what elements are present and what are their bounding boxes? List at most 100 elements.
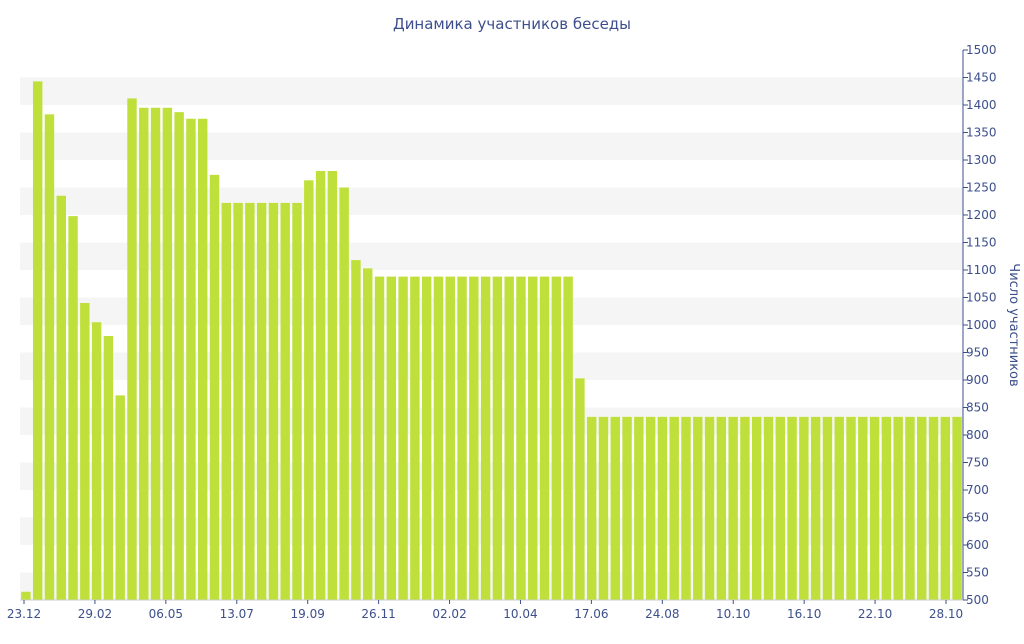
y-tick-label: 1050 — [966, 291, 997, 305]
bar[interactable] — [32, 81, 43, 601]
bar[interactable] — [586, 416, 597, 600]
bar[interactable] — [44, 114, 55, 600]
bar[interactable] — [433, 276, 444, 600]
bar[interactable] — [869, 416, 880, 600]
bar[interactable] — [410, 276, 420, 600]
bar[interactable] — [91, 322, 102, 600]
bar[interactable] — [881, 416, 892, 600]
bar[interactable] — [822, 416, 833, 600]
x-tick-label: 17.06 — [574, 607, 608, 621]
bar[interactable] — [681, 416, 691, 600]
bar[interactable] — [504, 276, 514, 600]
bar[interactable] — [351, 260, 361, 600]
x-tick-label: 22.10 — [858, 607, 892, 621]
bar[interactable] — [704, 416, 715, 600]
bar[interactable] — [209, 174, 220, 600]
bar[interactable] — [893, 416, 903, 600]
bar[interactable] — [480, 276, 491, 600]
bar[interactable] — [421, 276, 432, 600]
bar[interactable] — [457, 276, 467, 600]
bar[interactable] — [763, 416, 774, 600]
bar[interactable] — [174, 112, 184, 601]
y-axis: 500 550 600 650 700 750 800 850 900 950 1000 1050 11… — [962, 43, 997, 607]
bar[interactable] — [598, 416, 609, 600]
bar[interactable] — [846, 416, 856, 600]
bar[interactable] — [445, 276, 455, 600]
bar[interactable] — [528, 276, 538, 600]
bar[interactable] — [516, 276, 526, 600]
bar[interactable] — [221, 202, 231, 600]
bar[interactable] — [634, 416, 644, 600]
bar[interactable] — [386, 276, 397, 600]
bar[interactable] — [905, 416, 915, 600]
bar[interactable] — [197, 118, 208, 600]
bar[interactable] — [21, 591, 31, 600]
bar[interactable] — [268, 202, 279, 600]
y-tick-label: 1400 — [966, 98, 997, 112]
bar[interactable] — [775, 416, 786, 600]
y-tick-label: 700 — [966, 483, 989, 497]
bar[interactable] — [810, 416, 821, 600]
bar[interactable] — [398, 276, 408, 600]
bar[interactable] — [103, 336, 114, 600]
bar[interactable] — [233, 202, 243, 600]
bar[interactable] — [787, 416, 797, 600]
bar[interactable] — [728, 416, 738, 600]
bar[interactable] — [858, 416, 868, 600]
bar-series — [21, 81, 962, 601]
bar[interactable] — [716, 416, 727, 600]
bar[interactable] — [740, 416, 750, 600]
bar[interactable] — [304, 180, 314, 600]
bar[interactable] — [539, 276, 550, 600]
bar[interactable] — [256, 202, 267, 600]
bar[interactable] — [492, 276, 503, 600]
bar[interactable] — [657, 416, 668, 600]
bar[interactable] — [563, 276, 573, 600]
bar[interactable] — [928, 416, 939, 600]
bar[interactable] — [80, 303, 90, 600]
bar[interactable] — [139, 107, 149, 600]
bar[interactable] — [127, 98, 137, 601]
y-tick-label: 1100 — [966, 263, 997, 277]
bar[interactable] — [940, 416, 951, 600]
bar[interactable] — [374, 276, 385, 600]
bar[interactable] — [799, 416, 809, 600]
bar[interactable] — [327, 171, 338, 600]
bar[interactable] — [834, 416, 844, 600]
bar[interactable] — [610, 416, 620, 600]
bar[interactable] — [469, 276, 479, 600]
bar[interactable] — [280, 202, 290, 600]
bar[interactable] — [363, 268, 373, 600]
y-tick-label: 600 — [966, 538, 989, 552]
bar[interactable] — [693, 416, 703, 600]
bar[interactable] — [162, 107, 173, 600]
bar[interactable] — [186, 118, 196, 600]
y-tick-label: 1500 — [966, 43, 997, 57]
bar[interactable] — [952, 416, 962, 600]
bar[interactable] — [68, 216, 78, 600]
bar[interactable] — [917, 416, 927, 600]
grid-band — [20, 242, 963, 270]
bar[interactable] — [150, 107, 161, 600]
bar[interactable] — [551, 276, 562, 600]
x-tick-label: 24.08 — [645, 607, 679, 621]
bar[interactable] — [669, 416, 679, 600]
x-tick-label: 10.10 — [716, 607, 750, 621]
bar[interactable] — [575, 378, 585, 600]
bar[interactable] — [56, 195, 66, 600]
bar[interactable] — [645, 416, 656, 600]
bar[interactable] — [292, 202, 302, 600]
y-tick-label: 1200 — [966, 208, 997, 222]
grid-band — [20, 132, 963, 160]
bar[interactable] — [622, 416, 632, 600]
y-tick-label: 950 — [966, 346, 989, 360]
x-tick-label: 13.07 — [220, 607, 254, 621]
bar[interactable] — [315, 171, 326, 600]
bar[interactable] — [752, 416, 762, 600]
grid-bands — [20, 77, 963, 600]
bar[interactable] — [115, 395, 125, 600]
bar[interactable] — [245, 202, 255, 600]
bar[interactable] — [339, 187, 349, 601]
